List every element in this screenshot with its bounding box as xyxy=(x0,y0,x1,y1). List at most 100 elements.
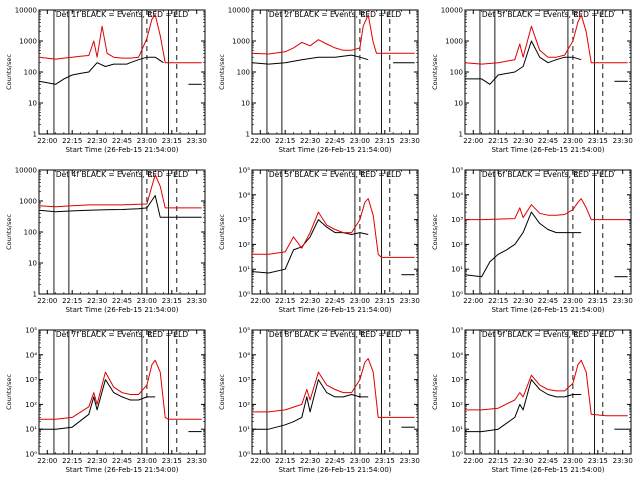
x-tick-label: 22:15 xyxy=(62,297,82,305)
y-tick-label: 1 xyxy=(33,291,37,299)
chart-title: Det 9f BLACK = Events, RED = LLD xyxy=(482,330,615,339)
y-axis-label: Counts/sec xyxy=(218,214,226,250)
x-tick-label: 22:45 xyxy=(538,137,558,145)
x-tick-label: 22:30 xyxy=(513,457,533,465)
x-tick-label: 22:15 xyxy=(488,297,508,305)
x-tick-label: 22:15 xyxy=(275,137,295,145)
plot-frame xyxy=(464,329,632,455)
chart-panel-2: Det 2f BLACK = Events, RED = LLD 1 10 100 10… xyxy=(218,7,420,155)
y-tick-label: 10⁵ xyxy=(451,327,463,335)
marker-label-l: L xyxy=(173,331,177,339)
series-line-events xyxy=(251,219,369,274)
y-tick-label: 1000 xyxy=(445,38,463,46)
y-tick-label: 10⁰ xyxy=(238,291,250,299)
y-tick-label: 10² xyxy=(25,401,37,409)
y-tick-label: 10⁵ xyxy=(451,167,463,175)
marker-label-l: L xyxy=(599,331,603,339)
y-tick-label: 10³ xyxy=(451,376,463,384)
x-tick-label: 22:30 xyxy=(300,457,320,465)
y-tick-label: 10² xyxy=(238,241,250,249)
x-tick-label: 22:00 xyxy=(250,137,270,145)
y-axis-label: Counts/sec xyxy=(5,54,13,90)
series-line-lld xyxy=(252,198,415,258)
x-tick-label: 22:45 xyxy=(325,137,345,145)
plot-frame xyxy=(38,329,206,455)
y-tick-label: 10 xyxy=(241,100,250,108)
y-tick-label: 10⁴ xyxy=(238,351,250,359)
y-tick-label: 10 xyxy=(454,100,463,108)
y-tick-label: 10⁴ xyxy=(451,191,463,199)
x-tick-label: 22:45 xyxy=(325,457,345,465)
x-tick-label: 23:15 xyxy=(162,297,182,305)
marker-label-c: C xyxy=(361,331,366,339)
plot-frame xyxy=(38,9,206,135)
x-tick-label: 22:45 xyxy=(538,297,558,305)
x-tick-label: 23:00 xyxy=(137,457,157,465)
x-tick-label: 23:15 xyxy=(375,457,395,465)
x-tick-label: 23:15 xyxy=(375,297,395,305)
chart-title: Det 1f BLACK = Events, RED = LLD xyxy=(56,10,189,19)
y-axis-label: Counts/sec xyxy=(431,214,439,250)
marker-label-l: L xyxy=(599,11,603,19)
x-tick-label: 22:15 xyxy=(275,297,295,305)
x-tick-label: 23:00 xyxy=(563,457,583,465)
y-tick-label: 10² xyxy=(451,401,463,409)
x-tick-label: 23:00 xyxy=(350,137,370,145)
x-axis-label: Start Time (26-Feb-15 21:54:00) xyxy=(491,146,604,154)
x-tick-label: 22:00 xyxy=(37,297,57,305)
x-tick-label: 23:30 xyxy=(400,457,420,465)
x-axis-label: Start Time (26-Feb-15 21:54:00) xyxy=(491,466,604,474)
chart-panel-1: Det 1f BLACK = Events, RED = LLD 1 10 100 10… xyxy=(5,7,207,155)
x-axis-label: Start Time (26-Feb-15 21:54:00) xyxy=(278,146,391,154)
series-line-lld xyxy=(465,359,628,417)
x-axis-label: Start Time (26-Feb-15 21:54:00) xyxy=(65,306,178,314)
marker-label-l: L xyxy=(599,171,603,179)
series-line-lld xyxy=(464,14,628,65)
x-tick-label: 23:30 xyxy=(613,137,633,145)
y-tick-label: 10² xyxy=(238,401,250,409)
x-tick-label: 22:45 xyxy=(112,457,132,465)
chart-title: Det 5f BLACK = Events, RED = LLD xyxy=(269,170,402,179)
x-tick-label: 23:15 xyxy=(588,457,608,465)
x-tick-label: 22:00 xyxy=(37,137,57,145)
y-tick-label: 10000 xyxy=(228,7,250,15)
series-line-events xyxy=(252,379,369,430)
y-tick-label: 10⁴ xyxy=(451,351,463,359)
y-tick-label: 10³ xyxy=(25,376,37,384)
x-tick-label: 22:15 xyxy=(62,137,82,145)
x-tick-label: 23:30 xyxy=(187,457,207,465)
x-tick-label: 23:30 xyxy=(400,137,420,145)
marker-label-l: L xyxy=(386,11,390,19)
chart-title: Det 4f BLACK = Events, RED = LLD xyxy=(56,170,189,179)
y-tick-label: 10 xyxy=(28,100,37,108)
y-tick-label: 1000 xyxy=(19,38,37,46)
series-line-events xyxy=(464,211,582,278)
x-tick-label: 22:30 xyxy=(87,457,107,465)
x-tick-label: 23:30 xyxy=(613,297,633,305)
y-tick-label: 10⁵ xyxy=(238,327,250,335)
plot-frame xyxy=(38,169,206,295)
x-tick-label: 22:15 xyxy=(488,457,508,465)
y-tick-label: 100 xyxy=(24,69,37,77)
x-tick-label: 22:30 xyxy=(87,297,107,305)
x-tick-label: 23:00 xyxy=(563,297,583,305)
y-tick-label: 10³ xyxy=(238,216,250,224)
series-line-events xyxy=(38,56,164,85)
y-tick-label: 10⁵ xyxy=(238,167,250,175)
x-tick-label: 23:15 xyxy=(588,297,608,305)
y-tick-label: 10⁰ xyxy=(25,451,37,459)
chart-panel-7: Det 7f BLACK = Events, RED = LLD 10⁰ 10¹ 10… xyxy=(5,327,207,475)
y-axis-label: Counts/sec xyxy=(431,54,439,90)
x-tick-label: 23:15 xyxy=(588,137,608,145)
x-axis-label: Start Time (26-Feb-15 21:54:00) xyxy=(491,306,604,314)
x-tick-label: 23:00 xyxy=(563,137,583,145)
series-line-events xyxy=(251,54,369,65)
x-tick-label: 22:15 xyxy=(62,457,82,465)
x-tick-label: 22:30 xyxy=(513,297,533,305)
y-axis-label: Counts/sec xyxy=(5,214,13,250)
marker-label-c: C xyxy=(148,171,153,179)
y-tick-label: 100 xyxy=(24,229,37,237)
marker-label-c: C xyxy=(361,171,366,179)
x-tick-label: 22:45 xyxy=(325,297,345,305)
x-tick-label: 23:00 xyxy=(137,137,157,145)
